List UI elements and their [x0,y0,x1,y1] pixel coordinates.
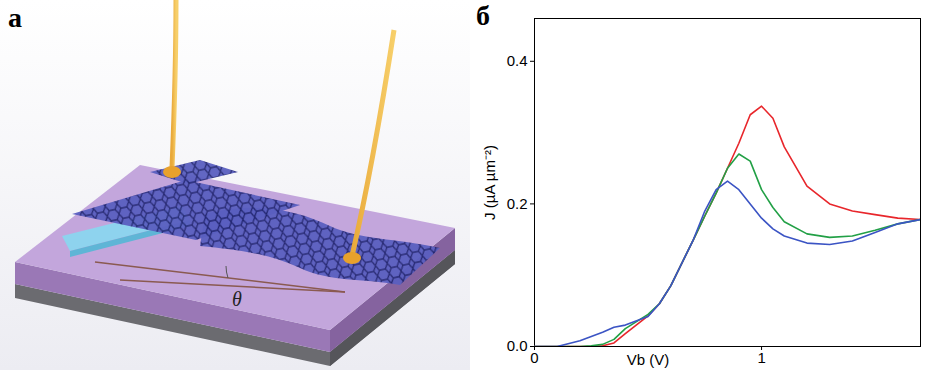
svg-text:0.4: 0.4 [507,52,528,69]
svg-text:0: 0 [530,349,538,366]
svg-text:0.2: 0.2 [507,195,528,212]
svg-text:J (µA µm⁻²): J (µA µm⁻²) [481,145,498,220]
svg-text:1: 1 [757,349,765,366]
svg-text:0.0: 0.0 [507,337,528,354]
svg-text:θ: θ [232,288,242,310]
html-text:б: б [476,0,490,31]
html-text:а: а [8,2,22,33]
svg-text:Vb (V): Vb (V) [627,351,670,368]
